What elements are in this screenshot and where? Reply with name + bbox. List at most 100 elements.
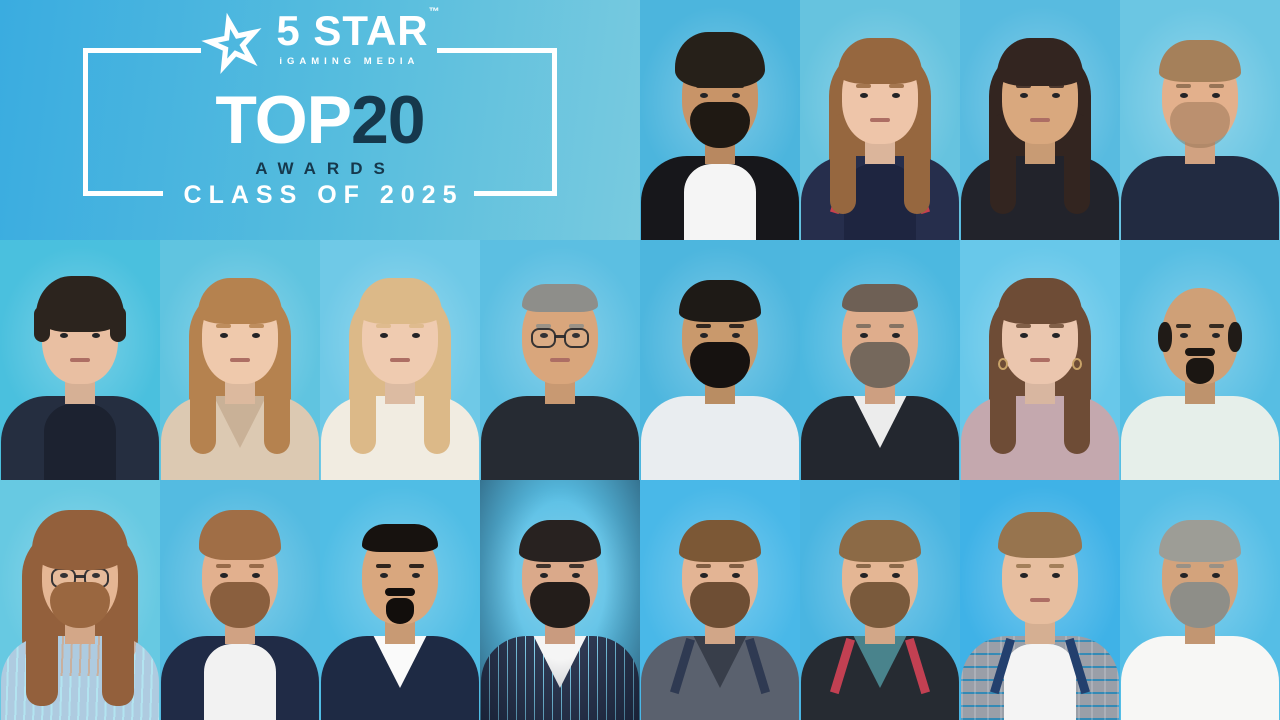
eyebrow-right [1049,324,1064,328]
glasses-bridge [75,575,85,578]
shirt [684,164,756,240]
torso [481,396,639,480]
hair-top [679,520,761,562]
portrait-person-09 [640,240,800,480]
eyebrow-left [1176,564,1191,568]
mouth [870,118,890,122]
eye-left [1180,573,1188,578]
eye-right [1212,333,1220,338]
torso [641,396,799,480]
eyebrow-right [569,324,584,328]
frame-top-left-segment [83,48,201,53]
eyebrow-right [1049,564,1064,568]
eyebrow-right [889,564,904,568]
mouth [1030,358,1050,362]
eye-right [732,93,740,98]
portrait-person-13 [0,480,160,720]
shirt [1004,644,1076,720]
eye-left [860,333,868,338]
eye-right [892,573,900,578]
portrait-person-19 [960,480,1120,720]
class-of-label: CLASS OF 2025 [183,181,464,209]
hair-top [199,510,281,560]
eye-right [92,333,100,338]
eyebrow-left [216,564,231,568]
eye-left [1020,93,1028,98]
hair-side-patch-right [1228,322,1242,352]
portrait-person-04 [1120,0,1280,240]
eye-right [252,333,260,338]
eye-left [220,333,228,338]
eyebrow-right [889,84,904,88]
eyebrow-left [856,84,871,88]
portrait-person-15 [320,480,480,720]
shirt [44,404,116,480]
eyebrow-right [1209,84,1224,88]
eye-left [1180,333,1188,338]
torso [801,156,959,240]
torso [321,396,479,480]
hair-top [679,280,761,322]
frame-left-edge [83,48,88,196]
hair-top [842,284,918,312]
eyebrow-left [1176,84,1191,88]
frame-right-edge [552,48,557,196]
eyebrow-right [409,324,424,328]
eyebrow-right [729,324,744,328]
portrait-person-02 [800,0,960,240]
mouth [1030,598,1050,602]
eyebrow-left [536,324,551,328]
eye-left [860,573,868,578]
torso [961,636,1119,720]
eye-right [1052,93,1060,98]
eyebrow-left [1016,324,1031,328]
eye-right [572,333,580,338]
brand-name-text: 5 STAR [276,7,429,54]
earring-left [998,358,1008,370]
frame-bottom-left-segment [83,191,163,196]
eye-right [1052,333,1060,338]
torso [641,156,799,240]
beard [690,102,750,148]
logo-panel: 5 STAR™ iGAMING MEDIA TOP20 AWARDS CLASS… [0,0,640,240]
beard [690,582,750,628]
eye-left [700,333,708,338]
portrait-person-01 [640,0,800,240]
torso [161,396,319,480]
portrait-person-16 [480,480,640,720]
hair-top [998,512,1082,558]
eye-left [860,93,868,98]
portrait-person-07 [320,240,480,480]
glasses-lens-right [564,328,589,348]
eyebrow-left [376,324,391,328]
eye-right [732,573,740,578]
hair-side-right [110,306,126,342]
lanyard-strap-right [745,637,770,695]
brand-subtitle: iGAMING MEDIA [279,56,420,68]
eye-left [60,333,68,338]
brand-lockup: 5 STAR™ iGAMING MEDIA [0,6,640,74]
lanyard-strap-left [670,637,695,695]
hair-side-patch-left [1158,322,1172,352]
mustache [385,588,415,596]
hair-side-left [34,306,50,342]
hair-top [32,510,128,570]
torso [961,156,1119,240]
goatee [1186,358,1214,384]
eyebrow-left [1176,324,1191,328]
eye-left [700,573,708,578]
frame-top-right-segment [437,48,557,53]
torso [961,396,1119,480]
portrait-person-08 [480,240,640,480]
eye-left [700,93,708,98]
eyebrow-left [376,564,391,568]
torso [1121,636,1279,720]
portrait-person-03 [960,0,1120,240]
portrait-person-20 [1120,480,1280,720]
beard [690,342,750,388]
goatee [386,598,414,624]
mouth [390,358,410,362]
title-top-text: TOP [215,82,352,158]
eye-left [1180,93,1188,98]
